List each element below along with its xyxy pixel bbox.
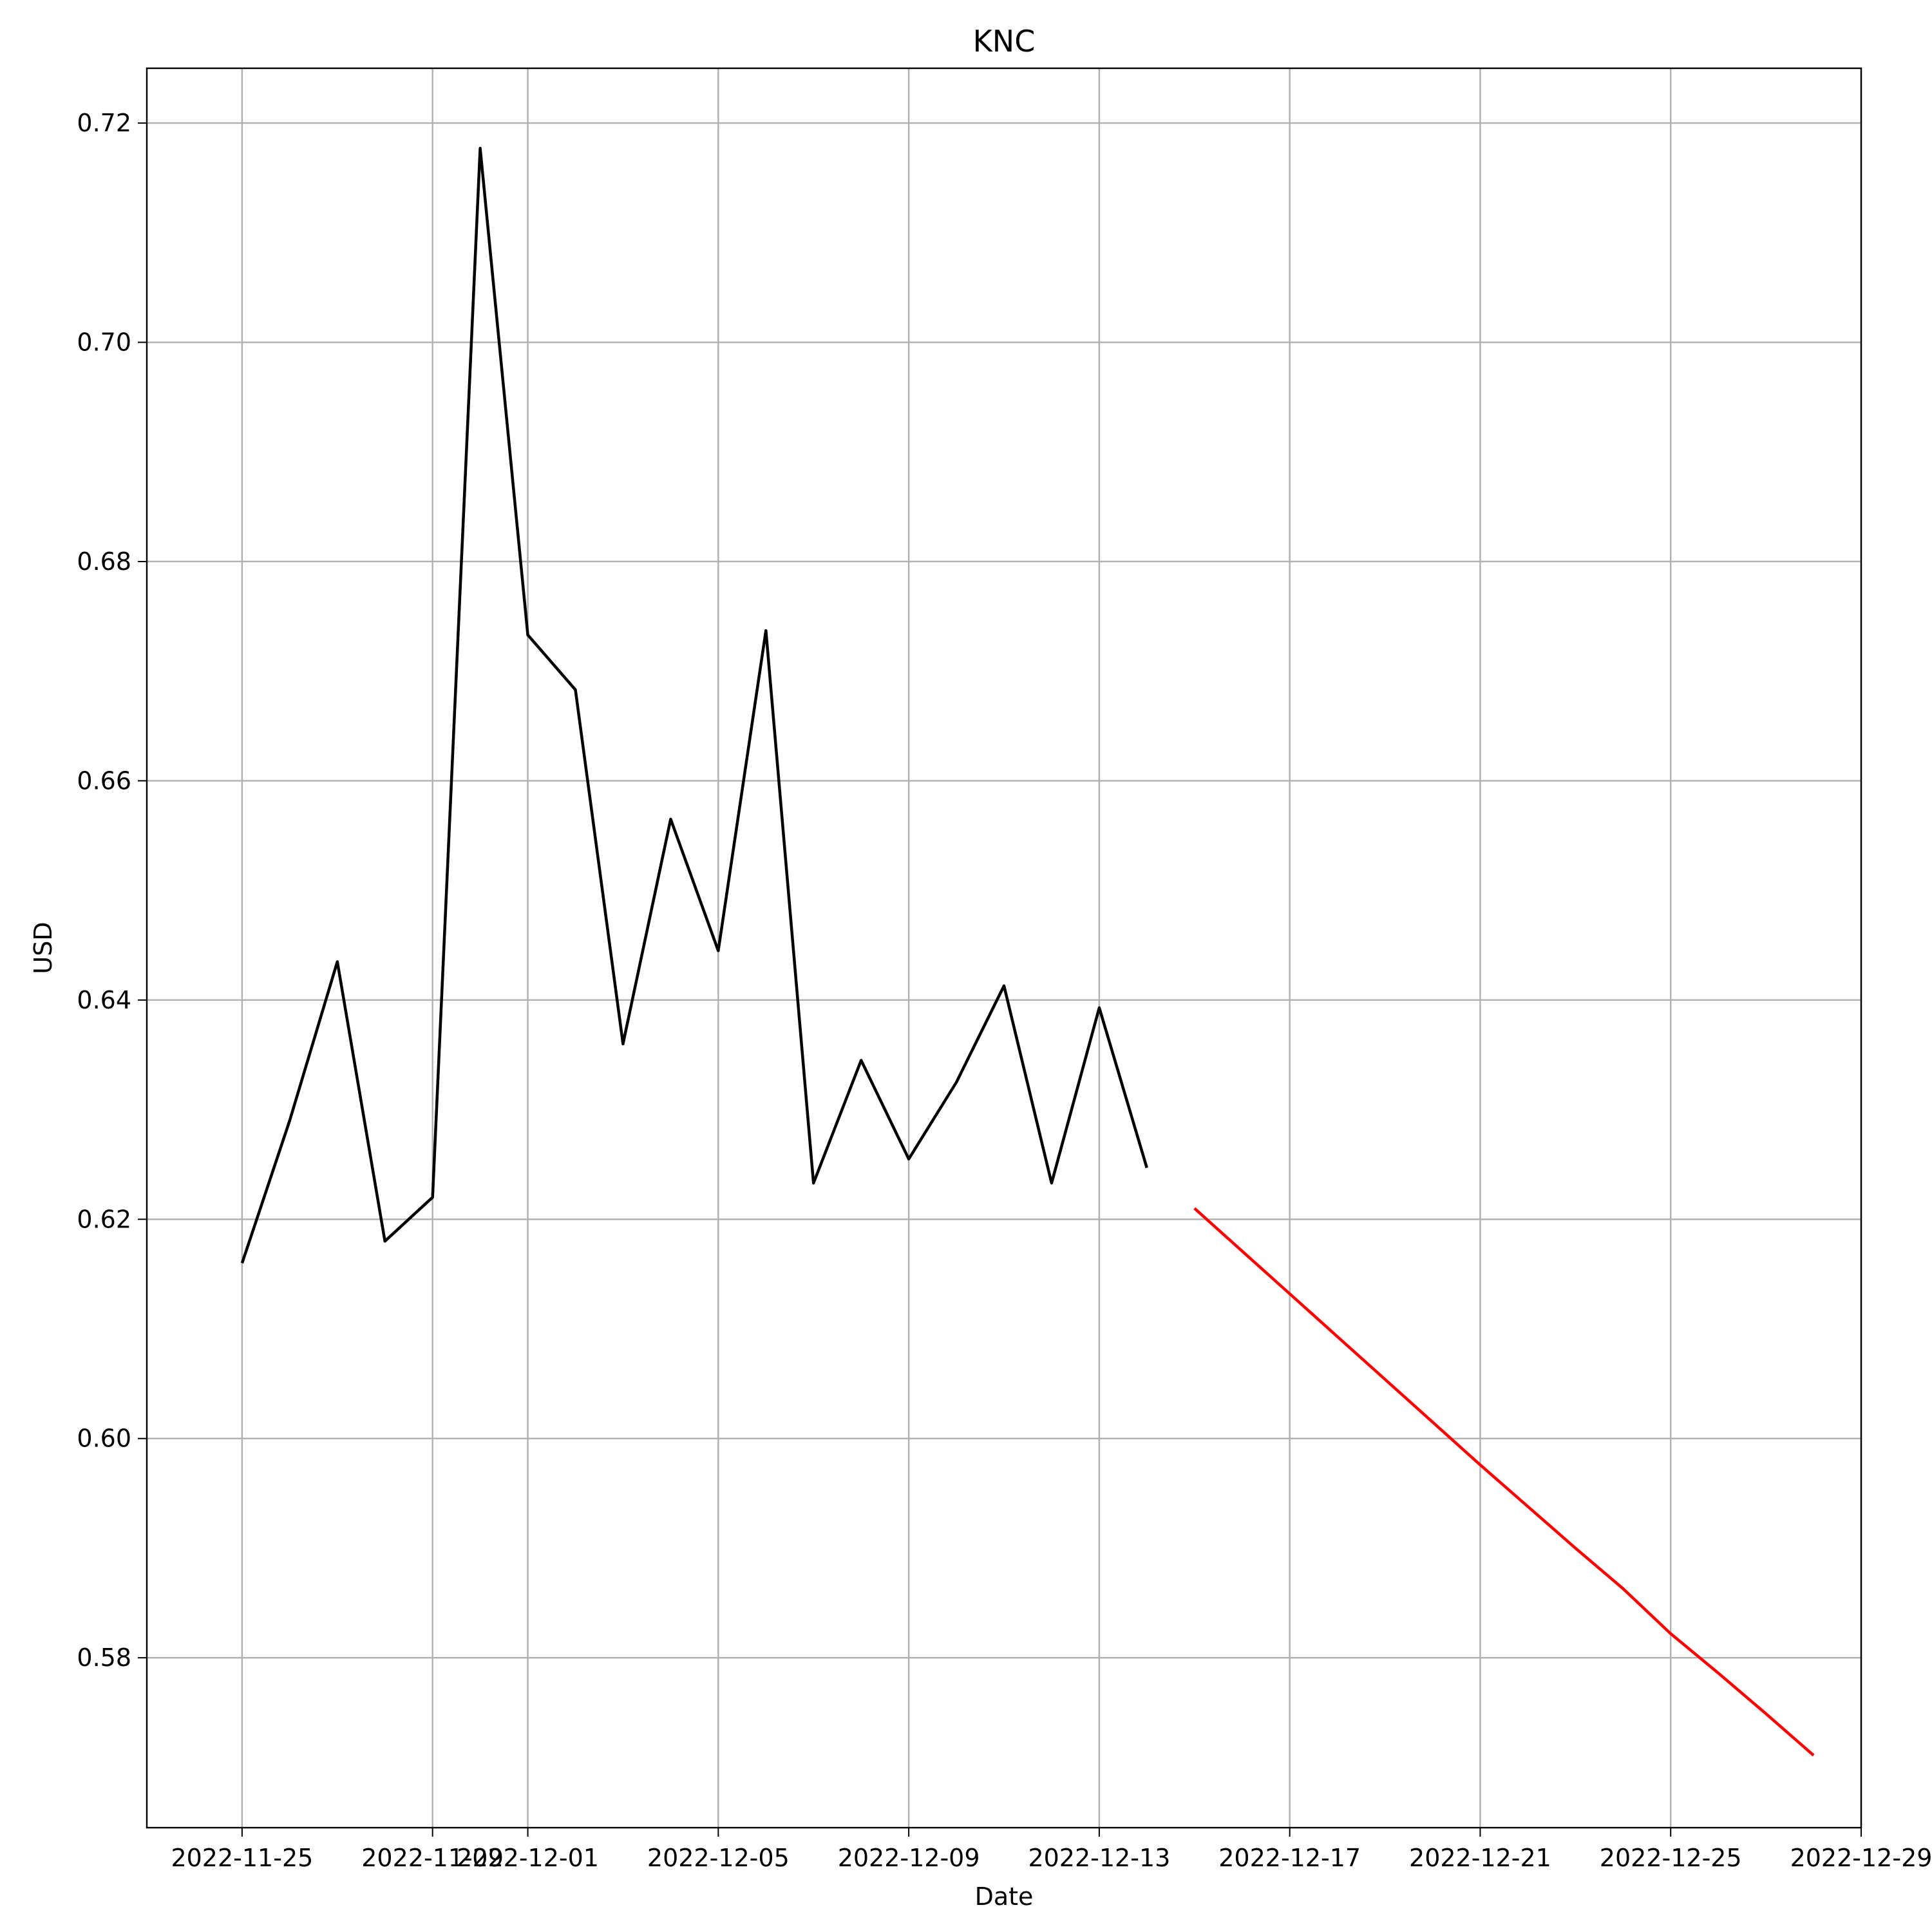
x-axis-label: Date	[975, 1882, 1034, 1911]
y-tick-label: 0.60	[77, 1425, 131, 1453]
grid	[147, 68, 1862, 1828]
y-tick-label: 0.62	[77, 1205, 131, 1233]
x-tick-label: 2022-11-25	[171, 1844, 313, 1872]
series-line-0	[240, 147, 1148, 1264]
chart-title: KNC	[973, 24, 1036, 59]
y-tick-label: 0.58	[77, 1643, 131, 1672]
y-axis: 0.58 0.60 0.62 0.64 0.66 0.68 0.70 0.72	[77, 109, 147, 1672]
x-tick-label: 2022-12-25	[1600, 1844, 1742, 1872]
y-axis-label: USD	[29, 922, 57, 974]
x-tick-label: 2022-12-01	[457, 1844, 599, 1872]
y-tick-label: 0.72	[77, 109, 131, 137]
x-tick-label: 2022-12-05	[647, 1844, 790, 1872]
x-tick-label: 2022-12-29	[1790, 1844, 1932, 1872]
y-tick-label: 0.70	[77, 328, 131, 357]
series-line-1	[1193, 1207, 1815, 1757]
plot-frame	[146, 67, 1862, 1829]
y-tick-label: 0.68	[77, 547, 131, 576]
x-tick-label: 2022-12-13	[1028, 1844, 1170, 1872]
x-tick-label: 2022-12-09	[838, 1844, 980, 1872]
y-tick-label: 0.64	[77, 986, 131, 1014]
series-layer	[240, 147, 1815, 1757]
x-tick-label: 2022-11-29	[361, 1844, 504, 1872]
x-tick-label: 2022-12-17	[1218, 1844, 1361, 1872]
y-tick-label: 0.66	[77, 766, 131, 795]
x-tick-label: 2022-12-21	[1409, 1844, 1551, 1872]
